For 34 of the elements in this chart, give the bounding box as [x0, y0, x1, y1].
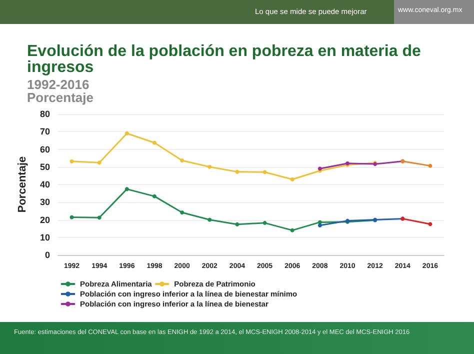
- point: [428, 164, 432, 168]
- point: [262, 170, 267, 174]
- y-tick-label: 60: [40, 144, 50, 154]
- point: [152, 194, 156, 198]
- y-tick-label: 20: [40, 214, 50, 225]
- point: [208, 218, 212, 222]
- point: [208, 164, 212, 169]
- chart-title: Evolución de la población en pobreza en materia de ingresos: [27, 43, 422, 76]
- point: [97, 160, 102, 165]
- point: [70, 215, 74, 220]
- point: [262, 220, 267, 225]
- point: [318, 223, 322, 228]
- y-tick-label: 40: [40, 180, 50, 190]
- y-tick-label: 10: [40, 232, 50, 242]
- point: [152, 140, 156, 145]
- point: [290, 228, 294, 232]
- point: [124, 187, 129, 192]
- point: [180, 158, 184, 163]
- y-tick-label: 70: [40, 126, 50, 137]
- point: [180, 210, 184, 215]
- point: [97, 216, 102, 220]
- y-tick-label: 30: [40, 197, 50, 208]
- point: [124, 131, 129, 136]
- point: [70, 159, 74, 164]
- point: [290, 177, 294, 182]
- y-tick-label: 50: [40, 162, 50, 172]
- y-axis-title: Porcentaje: [16, 156, 28, 213]
- y-tick-label: 0: [44, 250, 50, 260]
- chart-subtitle: 1992-2016 Porcentaje: [27, 77, 94, 105]
- point: [428, 222, 432, 226]
- y-tick-label: 80: [40, 109, 50, 119]
- point: [318, 220, 322, 224]
- point: [235, 170, 240, 174]
- point: [235, 222, 240, 226]
